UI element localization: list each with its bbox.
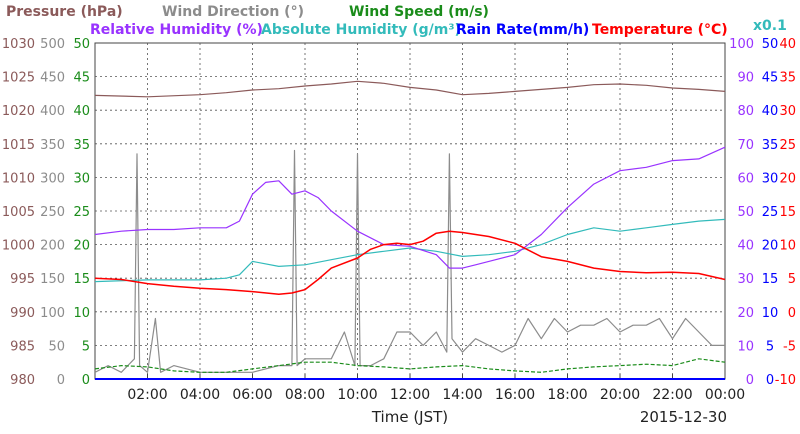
y-tick-wind-direction: 0 xyxy=(57,373,65,388)
y-tick-humidity: 50 xyxy=(737,205,754,220)
y-tick-wind-direction: 100 xyxy=(40,306,65,321)
y-tick-humidity: 0 xyxy=(746,373,754,388)
y-tick-pressure: 1030 xyxy=(2,37,35,52)
y-tick-pressure: 1025 xyxy=(2,71,35,86)
series-pressure-0 xyxy=(94,80,726,98)
y-tick-humidity: 60 xyxy=(737,171,754,186)
y-tick-rain: 5 xyxy=(766,339,774,354)
y-tick-humidity: 70 xyxy=(737,138,754,153)
x-tick-label: 20:00 xyxy=(600,387,640,403)
y-tick-wind-direction: 450 xyxy=(40,71,65,86)
y-tick-wind-speed: 15 xyxy=(73,272,90,287)
legend-wind-speed: Wind Speed (m/s) xyxy=(349,4,489,20)
x-tick-label: 14:00 xyxy=(442,387,482,403)
x-tick-label: 08:00 xyxy=(285,387,325,403)
y-tick-wind-speed: 20 xyxy=(73,239,90,254)
series-temperature-6 xyxy=(94,230,726,296)
date-label: 2015-12-30 xyxy=(640,408,727,426)
y-tick-rain: 20 xyxy=(762,239,779,254)
y-axes: 1030102510201015101010051000995990985980… xyxy=(2,37,796,388)
y-tick-rain: 10 xyxy=(762,306,779,321)
y-tick-humidity: 40 xyxy=(737,239,754,254)
series-wind-direction-1 xyxy=(94,149,725,373)
y-tick-rain: 25 xyxy=(762,205,779,220)
y-tick-wind-direction: 400 xyxy=(40,104,65,119)
x-axis-label: Time (JST) xyxy=(371,408,448,426)
y-tick-rain: 50 xyxy=(762,37,779,52)
legend-relative-humidity: Relative Humidity (%) xyxy=(90,22,263,38)
y-tick-rain: 45 xyxy=(762,71,779,86)
legend-wind-direction: Wind Direction (°) xyxy=(162,4,304,20)
y-tick-wind-direction: 250 xyxy=(40,205,65,220)
legend-temperature: Temperature (°C) xyxy=(592,22,728,38)
y-tick-temperature: 20 xyxy=(779,171,796,186)
y-tick-wind-speed: 10 xyxy=(73,306,90,321)
x-tick-label: 18:00 xyxy=(547,387,587,403)
y-tick-temperature: 35 xyxy=(779,71,796,86)
legend-rain-rate: Rain Rate(mm/h) xyxy=(456,22,589,38)
y-tick-pressure: 995 xyxy=(10,272,35,287)
y-tick-temperature: -10 xyxy=(775,373,796,388)
y-tick-pressure: 1000 xyxy=(2,239,35,254)
series-humidity-4 xyxy=(94,218,726,283)
legend-absolute-humidity: Absolute Humidity (g/m³) xyxy=(261,22,461,38)
y-tick-wind-direction: 300 xyxy=(40,171,65,186)
y-tick-wind-direction: 500 xyxy=(40,37,65,52)
y-tick-pressure: 1020 xyxy=(2,104,35,119)
x-tick-label: 04:00 xyxy=(180,387,220,403)
y-tick-pressure: 990 xyxy=(10,306,35,321)
y-tick-wind-direction: 350 xyxy=(40,138,65,153)
x-tick-label: 02:00 xyxy=(127,387,167,403)
y-tick-humidity: 100 xyxy=(729,37,754,52)
x-tick-label: 12:00 xyxy=(390,387,430,403)
y-tick-temperature: 25 xyxy=(779,138,796,153)
y-tick-humidity: 20 xyxy=(737,306,754,321)
x-tick-label: 10:00 xyxy=(337,387,377,403)
y-tick-pressure: 980 xyxy=(10,373,35,388)
y-tick-temperature: 40 xyxy=(779,37,796,52)
series-wind-speed-2 xyxy=(94,358,726,373)
y-tick-humidity: 10 xyxy=(737,339,754,354)
x-tick-label: 22:00 xyxy=(652,387,692,403)
y-tick-wind-speed: 25 xyxy=(73,205,90,220)
y-tick-pressure: 1010 xyxy=(2,171,35,186)
y-tick-temperature: 5 xyxy=(788,272,796,287)
y-tick-wind-speed: 40 xyxy=(73,104,90,119)
x-axis: 02:00 04:00 06:00 08:00 10:00 12:00 14:00 16:00… xyxy=(127,374,745,403)
y-tick-pressure: 985 xyxy=(10,339,35,354)
series-layer xyxy=(94,80,726,380)
y-tick-wind-speed: 5 xyxy=(82,339,90,354)
y-tick-temperature: 30 xyxy=(779,104,796,119)
y-tick-temperature: -5 xyxy=(783,339,796,354)
y-tick-pressure: 1015 xyxy=(2,138,35,153)
y-tick-wind-speed: 50 xyxy=(73,37,90,52)
y-tick-rain: 40 xyxy=(762,104,779,119)
grid-lines xyxy=(95,43,725,379)
y-tick-wind-direction: 50 xyxy=(48,339,65,354)
y-tick-humidity: 80 xyxy=(737,104,754,119)
x-tick-label: 16:00 xyxy=(495,387,535,403)
legend-pressure: Pressure (hPa) xyxy=(6,4,123,20)
y-tick-rain: 30 xyxy=(762,171,779,186)
y-tick-rain: 15 xyxy=(762,272,779,287)
y-tick-temperature: 10 xyxy=(779,239,796,254)
y-tick-wind-speed: 0 xyxy=(82,373,90,388)
y-tick-wind-direction: 150 xyxy=(40,272,65,287)
y-tick-temperature: 0 xyxy=(788,306,796,321)
y-tick-wind-direction: 200 xyxy=(40,239,65,254)
y-tick-humidity: 90 xyxy=(737,71,754,86)
x-tick-label: 00:00 xyxy=(705,387,745,403)
y-tick-wind-speed: 35 xyxy=(73,138,90,153)
x-tick-label: 06:00 xyxy=(232,387,272,403)
y-tick-pressure: 1005 xyxy=(2,205,35,220)
scale-note: x0.1 xyxy=(753,18,787,34)
y-tick-humidity: 30 xyxy=(737,272,754,287)
y-tick-rain: 35 xyxy=(762,138,779,153)
y-tick-rain: 0 xyxy=(766,373,774,388)
y-tick-wind-speed: 45 xyxy=(73,71,90,86)
y-tick-temperature: 15 xyxy=(779,205,796,220)
y-tick-wind-speed: 30 xyxy=(73,171,90,186)
